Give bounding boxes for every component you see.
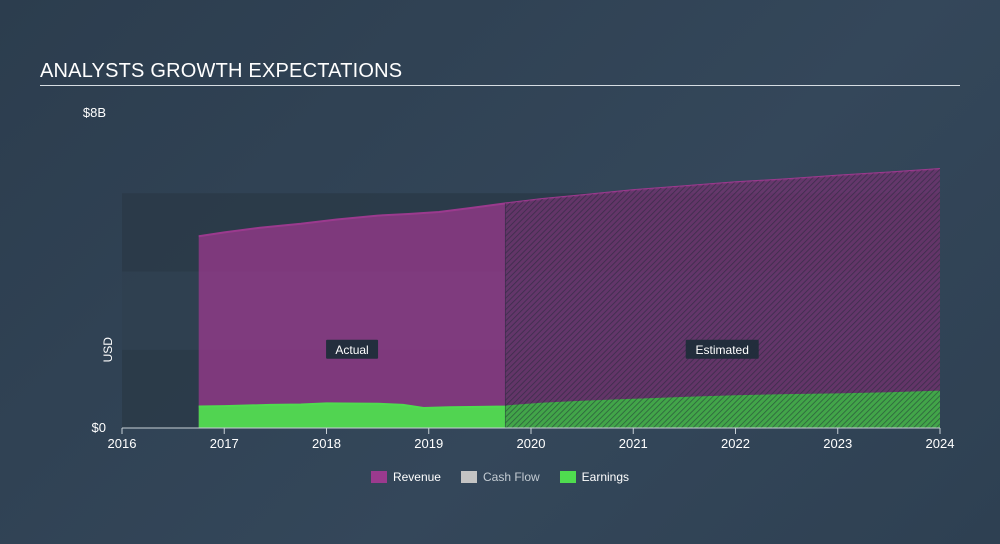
legend-label-cash-flow: Cash Flow bbox=[482, 470, 540, 484]
page-title: ANALYSTS GROWTH EXPECTATIONS bbox=[40, 60, 403, 82]
legend-label-revenue: Revenue bbox=[392, 470, 441, 484]
legend: Revenue Cash Flow Earnings bbox=[0, 470, 1000, 484]
x-tick-label: 2022 bbox=[721, 436, 750, 451]
legend-swatch-cash-flow bbox=[460, 471, 477, 483]
legend-item-earnings[interactable]: Earnings bbox=[559, 470, 630, 484]
annotations: Actual Estimated bbox=[326, 339, 759, 359]
title-divider bbox=[40, 85, 960, 86]
x-tick-label: 2019 bbox=[414, 436, 443, 451]
axes: 2016 2017 2018 2019 2020 2021 2022 2023 2024 $0 $8… bbox=[83, 105, 955, 451]
actual-label-text: Actual bbox=[335, 343, 368, 357]
estimated-hatch bbox=[504, 169, 940, 428]
estimated-label: Estimated bbox=[685, 339, 759, 359]
legend-item-cash-flow[interactable]: Cash Flow bbox=[460, 470, 540, 484]
x-tick-label: 2016 bbox=[108, 436, 137, 451]
estimated-label-text: Estimated bbox=[696, 343, 749, 357]
x-tick-label: 2021 bbox=[619, 436, 648, 451]
actual-label: Actual bbox=[326, 339, 379, 359]
legend-swatch-earnings bbox=[559, 471, 576, 483]
y-tick-label: $8B bbox=[83, 105, 106, 120]
legend-swatch-revenue bbox=[370, 471, 387, 483]
legend-label-earnings: Earnings bbox=[581, 470, 630, 484]
y-tick-label: $0 bbox=[92, 420, 106, 435]
x-tick-label: 2017 bbox=[210, 436, 239, 451]
x-tick-label: 2018 bbox=[312, 436, 341, 451]
x-tick-label: 2024 bbox=[926, 436, 955, 451]
estimated-label-bg bbox=[685, 339, 759, 359]
estimated-hatch-fill bbox=[505, 169, 940, 428]
actual-label-bg bbox=[326, 339, 379, 359]
y-axis-title: USD bbox=[101, 337, 115, 363]
legend-item-revenue[interactable]: Revenue bbox=[370, 470, 441, 484]
x-tick-label: 2020 bbox=[517, 436, 546, 451]
x-tick-label: 2023 bbox=[823, 436, 852, 451]
